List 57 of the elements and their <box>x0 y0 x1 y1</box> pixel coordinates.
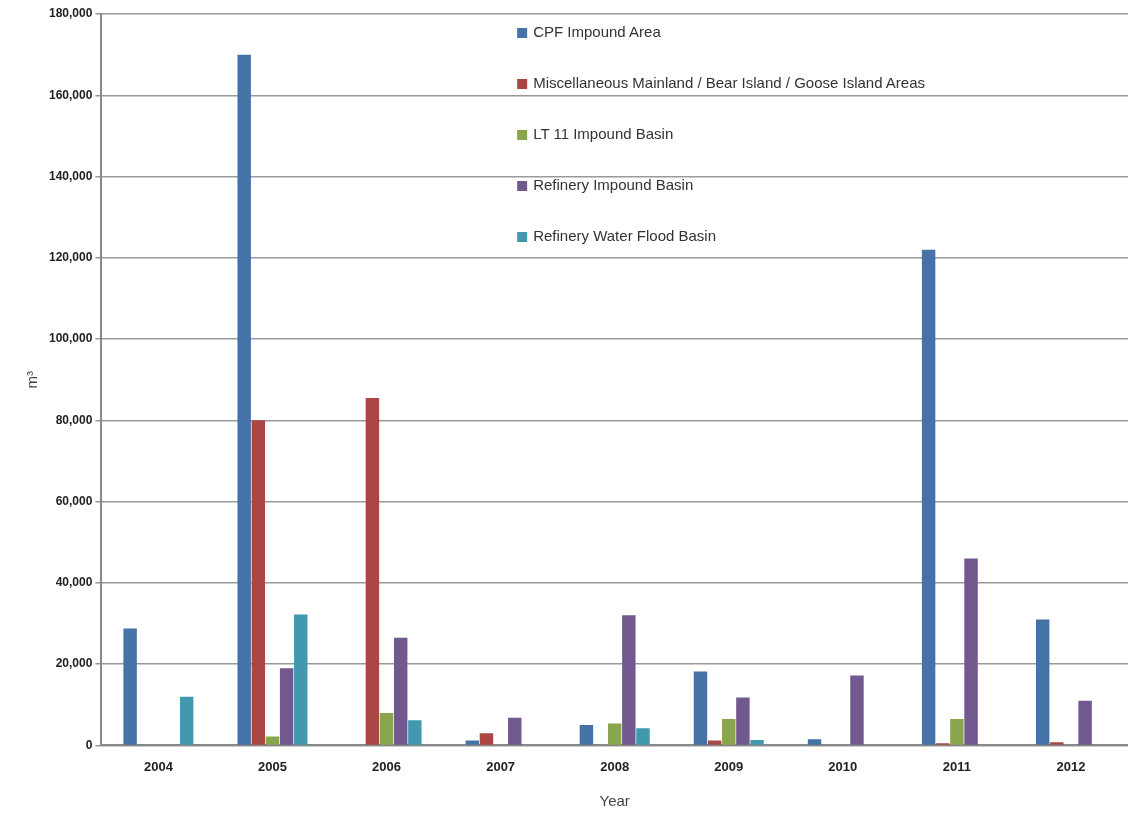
bar <box>393 637 408 745</box>
y-tick-label: 20,000 <box>55 656 93 671</box>
legend-label: Refinery Water Flood Basin <box>533 227 717 245</box>
y-tick-label: 0 <box>85 737 93 752</box>
bar <box>251 420 266 745</box>
y-tick-label: 40,000 <box>55 575 93 590</box>
bar <box>921 249 936 745</box>
bar <box>722 718 736 745</box>
bar <box>579 725 594 745</box>
bar <box>636 728 650 745</box>
y-tick-label: 60,000 <box>55 493 93 508</box>
bar <box>465 740 480 745</box>
y-tick-label: 120,000 <box>48 250 93 265</box>
x-tick-label: 2007 <box>486 758 516 774</box>
bar <box>707 740 722 745</box>
x-tick-label: 2005 <box>258 758 287 774</box>
legend-label: Refinery Impound Basin <box>533 176 694 194</box>
y-axis-title: m³ <box>23 370 41 389</box>
bar <box>508 717 522 745</box>
bar <box>279 668 294 745</box>
bar <box>693 671 708 745</box>
bar <box>850 675 864 745</box>
legend-label: LT 11 Impound Basin <box>533 125 674 143</box>
bar <box>123 628 137 745</box>
bar <box>1035 619 1050 745</box>
bar <box>237 54 251 745</box>
bar <box>408 720 422 745</box>
bar <box>622 615 636 745</box>
bar <box>807 739 822 745</box>
legend-label: Miscellaneous Mainland / Bear Island / Goose Island Areas <box>533 74 926 92</box>
bar <box>1050 742 1064 745</box>
x-tick-label: 2010 <box>828 758 858 774</box>
x-tick-label: 2009 <box>714 758 744 774</box>
bar <box>607 723 622 745</box>
bar <box>736 697 750 745</box>
y-tick-label: 80,000 <box>55 412 93 427</box>
bar <box>964 558 978 745</box>
y-tick-label: 160,000 <box>48 87 93 102</box>
x-axis-title: Year <box>599 792 630 810</box>
y-tick-label: 140,000 <box>48 168 93 183</box>
bar <box>179 696 194 745</box>
y-tick-label: 100,000 <box>48 331 93 346</box>
bar <box>379 712 394 745</box>
y-tick-label: 180,000 <box>48 6 93 21</box>
x-tick-label: 2011 <box>942 758 971 774</box>
bar <box>1078 700 1092 745</box>
x-tick-label: 2004 <box>143 758 174 774</box>
x-tick-label: 2006 <box>372 758 402 774</box>
bar <box>365 397 380 745</box>
bar <box>265 736 280 745</box>
bar <box>294 614 308 745</box>
bar <box>750 740 764 745</box>
legend-label: CPF Impound Area <box>533 23 662 41</box>
x-tick-label: 2008 <box>600 758 630 774</box>
bar <box>479 733 494 745</box>
x-tick-label: 2012 <box>1056 758 1086 774</box>
bar <box>950 718 964 745</box>
